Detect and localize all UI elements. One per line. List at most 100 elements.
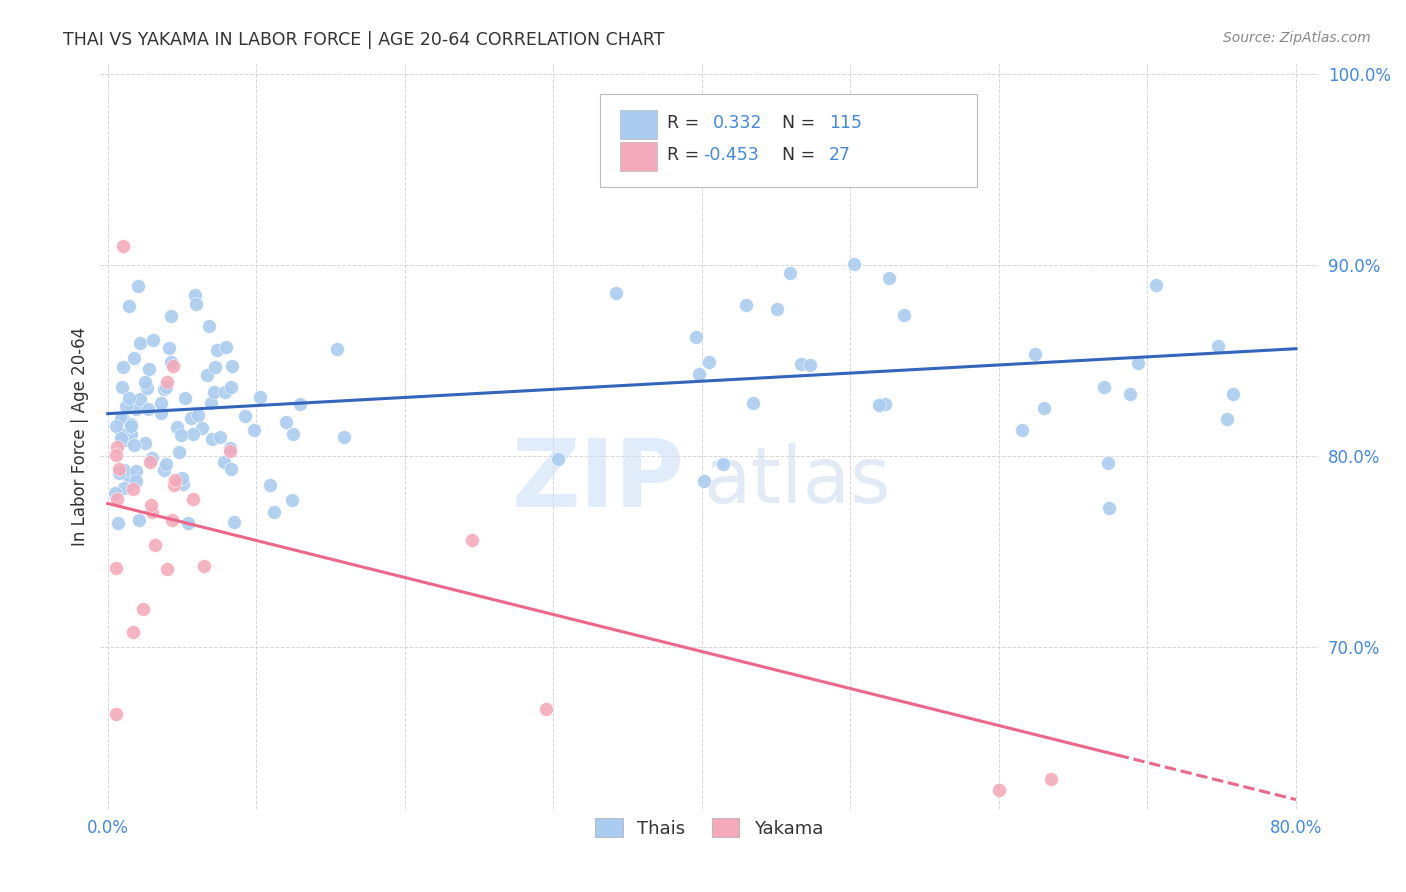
- Point: [1039, 772, 1062, 786]
- Point: [547, 452, 569, 467]
- Point: [1208, 339, 1230, 353]
- Y-axis label: In Labor Force | Age 20-64: In Labor Force | Age 20-64: [72, 327, 89, 546]
- Text: -0.453: -0.453: [703, 146, 759, 164]
- Text: THAI VS YAKAMA IN LABOR FORCE | AGE 20-64 CORRELATION CHART: THAI VS YAKAMA IN LABOR FORCE | AGE 20-6…: [63, 31, 665, 49]
- Point: [242, 423, 264, 437]
- Point: [143, 538, 166, 552]
- Point: [118, 469, 141, 483]
- Point: [789, 357, 811, 371]
- Point: [842, 257, 865, 271]
- Point: [167, 445, 190, 459]
- Point: [104, 706, 127, 721]
- Point: [107, 516, 129, 530]
- Text: N =: N =: [782, 114, 821, 132]
- Point: [197, 368, 219, 383]
- Point: [108, 467, 131, 481]
- Point: [181, 491, 204, 506]
- Point: [111, 360, 134, 375]
- Point: [1128, 356, 1150, 370]
- Point: [224, 515, 246, 529]
- Point: [138, 402, 160, 417]
- Point: [160, 310, 183, 324]
- Point: [191, 421, 214, 435]
- Point: [170, 471, 193, 485]
- Point: [209, 430, 232, 444]
- Point: [692, 475, 714, 489]
- Point: [177, 516, 200, 530]
- Point: [221, 461, 243, 475]
- Point: [873, 396, 896, 410]
- Point: [893, 308, 915, 322]
- Point: [120, 419, 142, 434]
- Legend: Thais, Yakama: Thais, Yakama: [588, 811, 831, 845]
- Point: [122, 437, 145, 451]
- Point: [110, 431, 132, 445]
- Point: [122, 624, 145, 639]
- Point: [987, 783, 1010, 797]
- Point: [125, 464, 148, 478]
- Point: [214, 385, 236, 400]
- Point: [868, 398, 890, 412]
- Point: [111, 427, 134, 442]
- Text: 0.332: 0.332: [713, 114, 762, 132]
- Text: R =: R =: [666, 146, 704, 164]
- Point: [153, 463, 176, 477]
- Point: [111, 238, 134, 252]
- Point: [120, 427, 142, 442]
- Text: atlas: atlas: [703, 443, 891, 519]
- Point: [107, 440, 129, 454]
- Point: [160, 355, 183, 369]
- Text: ZIP: ZIP: [512, 435, 685, 527]
- Point: [460, 533, 482, 547]
- Point: [605, 285, 627, 300]
- Point: [1098, 501, 1121, 516]
- Point: [215, 341, 238, 355]
- Point: [534, 701, 557, 715]
- Point: [172, 476, 194, 491]
- Point: [155, 458, 177, 472]
- Point: [193, 558, 215, 573]
- Point: [711, 458, 734, 472]
- Point: [181, 426, 204, 441]
- Text: 27: 27: [828, 146, 851, 164]
- Point: [152, 382, 174, 396]
- Point: [1119, 386, 1142, 401]
- Point: [766, 301, 789, 316]
- Point: [1092, 380, 1115, 394]
- Text: R =: R =: [666, 114, 704, 132]
- Point: [104, 486, 127, 500]
- Point: [799, 359, 821, 373]
- Point: [127, 279, 149, 293]
- Point: [184, 287, 207, 301]
- Point: [166, 420, 188, 434]
- Point: [333, 430, 356, 444]
- Point: [162, 359, 184, 374]
- Point: [688, 367, 710, 381]
- Point: [105, 561, 128, 575]
- Point: [1097, 457, 1119, 471]
- Point: [139, 498, 162, 512]
- Point: [1011, 423, 1033, 437]
- Point: [205, 343, 228, 358]
- Point: [157, 342, 180, 356]
- Point: [115, 399, 138, 413]
- Point: [129, 392, 152, 407]
- Point: [112, 463, 135, 477]
- Point: [281, 492, 304, 507]
- Point: [184, 297, 207, 311]
- Point: [108, 461, 131, 475]
- Point: [138, 362, 160, 376]
- Point: [111, 380, 134, 394]
- Point: [139, 455, 162, 469]
- Point: [122, 482, 145, 496]
- Point: [1222, 387, 1244, 401]
- Point: [149, 395, 172, 409]
- Text: 115: 115: [828, 114, 862, 132]
- Point: [120, 417, 142, 431]
- Point: [105, 448, 128, 462]
- Point: [141, 451, 163, 466]
- Point: [180, 411, 202, 425]
- Point: [212, 455, 235, 469]
- Point: [1215, 411, 1237, 425]
- Point: [1144, 277, 1167, 292]
